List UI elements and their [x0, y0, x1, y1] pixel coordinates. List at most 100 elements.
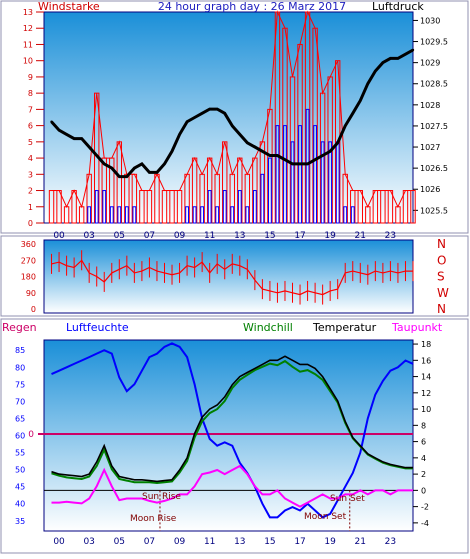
pressure-point: [298, 162, 302, 166]
wind-tick-label: 6: [28, 122, 33, 131]
pressure-point: [253, 145, 257, 149]
pressure-point: [155, 171, 159, 174]
compass-tick-label: O: [437, 253, 446, 267]
temperature-humidity-chart: 35 40 45 50 55 60 65 70 75 80 85 -4 -2 0 2 4 6 8 10 12 14 16 1…: [15, 340, 431, 547]
pressure-tick-label: 1027.5: [420, 122, 448, 131]
wind-average-bar: [109, 206, 114, 224]
wind-tick-label: 8: [28, 89, 33, 98]
top-x-tick-label: 13: [234, 231, 245, 241]
humidity-tick-label: 50: [15, 466, 25, 475]
pressure-point: [87, 145, 91, 149]
pressure-point: [50, 120, 53, 123]
wind-tick-label: 2: [28, 187, 33, 196]
wind-average-bar: [350, 206, 355, 224]
wind-average-bar: [215, 206, 220, 224]
moon-rise-label: Moon Rise: [130, 514, 177, 524]
wind-average-bar: [245, 206, 250, 224]
wind-tick-label: 0: [28, 219, 33, 228]
wind-average-bar: [192, 206, 197, 224]
wind-average-bar: [320, 141, 325, 224]
humidity-tick-label: 40: [15, 500, 25, 509]
pressure-tick-label: 1029: [420, 59, 440, 68]
humidity-line: [51, 342, 414, 519]
top-x-tick-label: 23: [385, 231, 396, 241]
wind-average-bar: [305, 108, 310, 224]
wind-direction-plot-area: [43, 239, 414, 314]
direction-tick-label: 360: [21, 240, 36, 249]
compass-tick-label: S: [437, 270, 445, 284]
direction-tick-label: 270: [21, 256, 36, 265]
top-x-tick-label: 09: [174, 231, 186, 241]
pressure-point: [193, 116, 196, 119]
windchill-label: Windchill: [243, 321, 293, 334]
temperature-tick-label: 8: [421, 421, 426, 430]
pressure-tick-label: 1027: [420, 143, 440, 152]
pressure-axis-title: Luftdruck: [372, 0, 424, 13]
pressure-point: [80, 137, 83, 140]
wind-pressure-chart: 0123456789101112131025.510261026.5102710…: [23, 8, 448, 241]
temperature-tick-label: 0: [421, 486, 426, 495]
pressure-point: [95, 154, 98, 157]
wind-average-bar: [328, 141, 333, 224]
pressure-point: [118, 175, 121, 178]
pressure-point: [336, 141, 339, 145]
pressure-tick-label: 1030: [420, 16, 440, 25]
pressure-point: [321, 154, 324, 157]
pressure-point: [200, 112, 204, 115]
humidity-tick-label: 65: [15, 414, 25, 423]
top-x-tick-label: 15: [264, 231, 275, 241]
bottom-x-tick-label: 00: [53, 537, 65, 547]
pressure-tick-label: 1028.5: [420, 80, 448, 89]
bottom-x-tick-label: 21: [355, 537, 366, 547]
wind-tick-label: 12: [23, 24, 33, 33]
bottom-x-tick-label: 13: [234, 537, 245, 547]
wind-average-bar: [117, 206, 122, 224]
direction-tick-label: 180: [21, 273, 36, 282]
bottom-x-tick-label: 23: [385, 537, 396, 547]
pressure-point: [404, 53, 407, 56]
wind-average-bar: [200, 206, 205, 224]
pressure-point: [359, 99, 362, 102]
wind-average-bar: [343, 206, 348, 224]
pressure-point: [223, 112, 226, 115]
pressure-point: [344, 124, 347, 128]
humidity-tick-label: 55: [15, 449, 25, 458]
wind-average-bar: [102, 190, 107, 224]
pressure-point: [374, 69, 377, 73]
wind-average-bar: [185, 206, 189, 224]
pressure-point: [261, 150, 264, 153]
pressure-point: [170, 150, 174, 153]
top-x-tick-label: 17: [294, 231, 305, 241]
wind-average-bar: [283, 125, 287, 224]
pressure-point: [411, 48, 415, 52]
dewpoint-label: Taupunkt: [391, 321, 443, 334]
humidity-tick-label: 45: [15, 483, 25, 492]
temperature-label: Temperatur: [312, 321, 377, 334]
pressure-point: [396, 57, 400, 60]
pressure-point: [216, 107, 219, 111]
pressure-point: [306, 162, 309, 166]
wind-average-bar: [87, 206, 92, 224]
wind-tick-label: 9: [28, 73, 33, 82]
pressure-tick-label: 1028: [420, 101, 440, 110]
compass-tick-label: N: [437, 237, 446, 251]
pressure-point: [351, 112, 354, 115]
top-x-tick-label: 00: [53, 231, 65, 241]
pressure-point: [313, 158, 317, 161]
compass-tick-label: W: [437, 286, 449, 300]
wind-average-bar: [237, 190, 242, 224]
direction-tick-label: 90: [26, 289, 36, 298]
wind-average-bar: [275, 125, 280, 224]
pressure-point: [291, 162, 294, 166]
pressure-point: [125, 175, 129, 178]
humidity-tick-label: 80: [15, 363, 25, 372]
pressure-tick-label: 1026: [420, 185, 440, 194]
wind-average-bar: [94, 190, 99, 224]
sun-set-label: Sun Set: [330, 494, 365, 504]
wind-average-bar: [252, 190, 257, 224]
wind-average-bar: [298, 125, 302, 224]
graph-title: 24 hour graph day : 26 Marz 2017: [158, 0, 346, 13]
humidity-tick-label: 60: [15, 432, 25, 441]
wind-average-bar: [132, 206, 137, 224]
dewpoint-line: [51, 464, 413, 508]
